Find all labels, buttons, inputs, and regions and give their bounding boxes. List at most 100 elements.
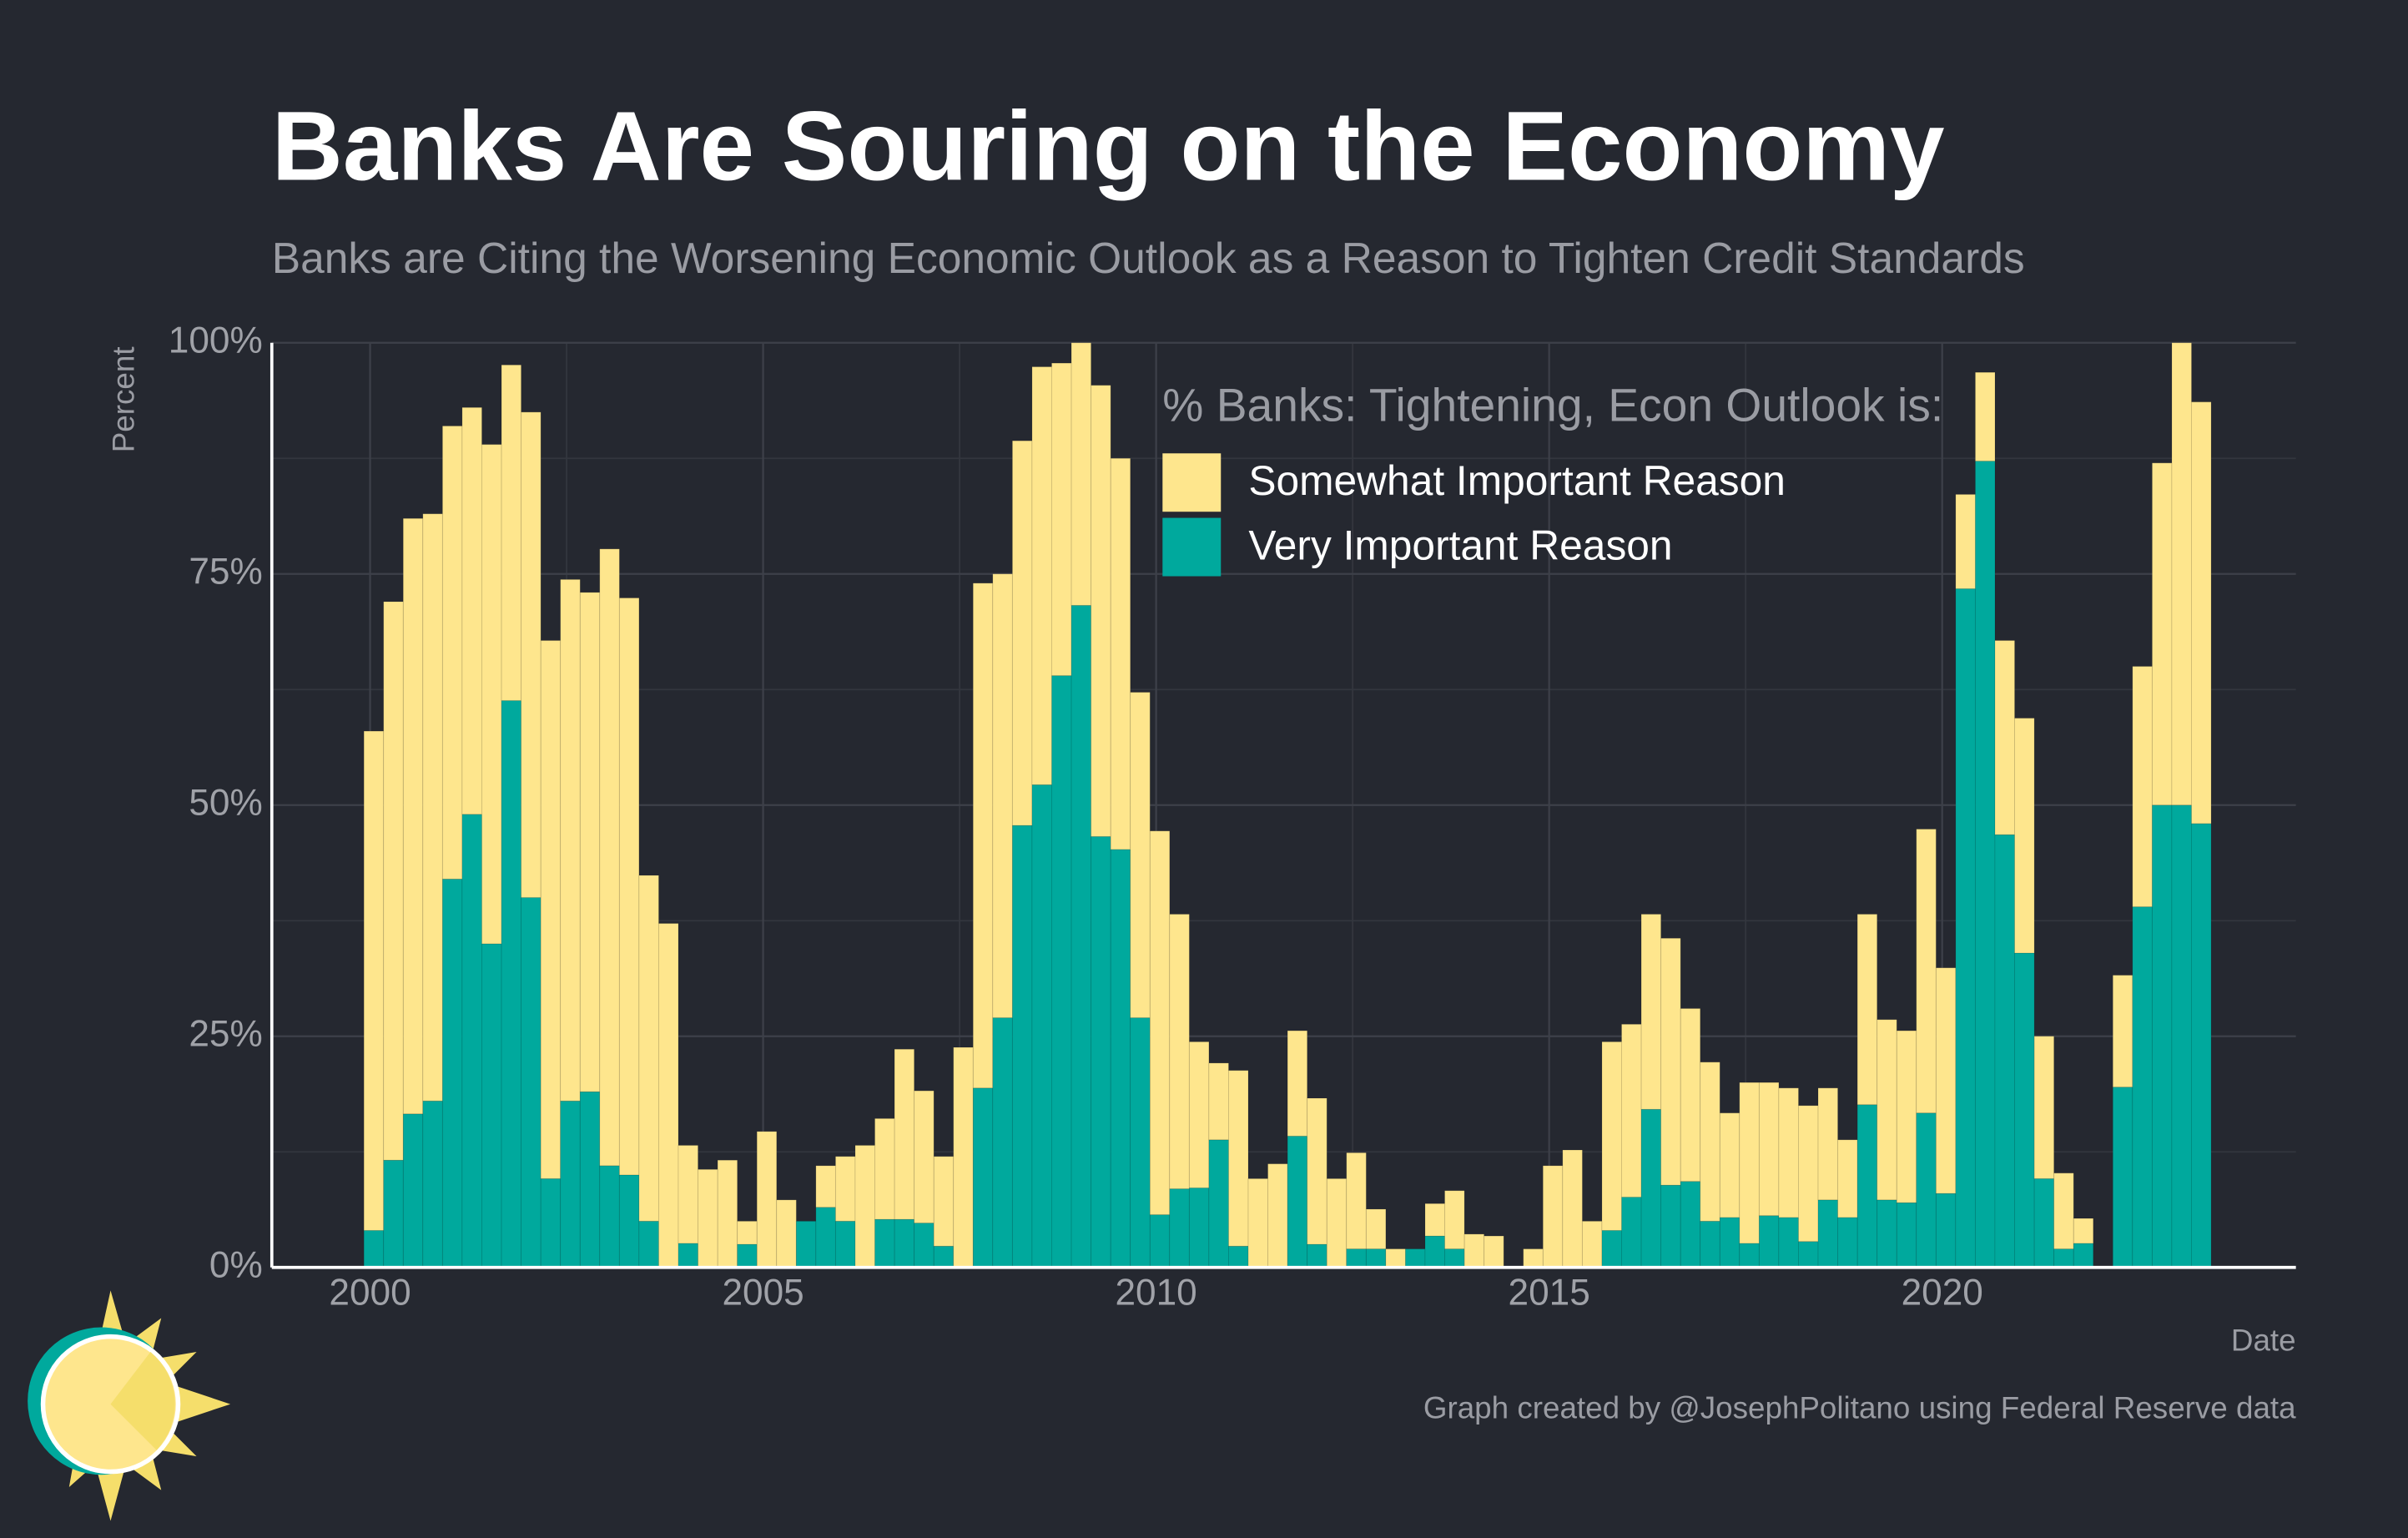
bar-segment xyxy=(1621,1023,1642,1198)
bar-segment xyxy=(874,1117,895,1220)
bar-segment xyxy=(1031,784,1052,1268)
bar-segment xyxy=(618,598,640,1176)
bar-segment xyxy=(638,875,659,1222)
bar-segment xyxy=(2112,1087,2133,1268)
bar-segment xyxy=(1700,1061,1720,1222)
bar-segment xyxy=(1798,1241,1819,1268)
bar-segment xyxy=(1307,1243,1327,1268)
bar-segment xyxy=(1208,1062,1229,1141)
bar-segment xyxy=(1955,493,1976,589)
bar-segment xyxy=(1130,692,1151,1019)
bar-segment xyxy=(1562,1149,1583,1268)
bar-segment xyxy=(638,1220,659,1268)
y-axis-label: Percent xyxy=(107,346,141,452)
bar-segment xyxy=(402,1113,424,1268)
bar-segment xyxy=(1739,1243,1760,1268)
bar-segment xyxy=(2014,718,2035,954)
bar-segment xyxy=(402,517,424,1115)
bar-segment xyxy=(1444,1248,1465,1268)
bar-segment xyxy=(1110,849,1131,1268)
bar-segment xyxy=(1031,366,1052,785)
bar-segment xyxy=(717,1159,738,1268)
bar-segment xyxy=(383,1159,404,1268)
bar-segment xyxy=(992,573,1013,1019)
bar-segment xyxy=(953,1046,974,1268)
bar-segment xyxy=(1463,1233,1485,1268)
bar-segment xyxy=(383,601,404,1161)
bar-segment xyxy=(1228,1245,1249,1268)
bar-segment xyxy=(1719,1112,1741,1218)
bar-segment xyxy=(1935,967,1957,1194)
bar-segment xyxy=(1011,824,1033,1268)
bar-segment xyxy=(1916,1112,1937,1268)
legend-label: Very Important Reason xyxy=(1248,522,1672,569)
bar-segment xyxy=(1778,1087,1799,1218)
bar-segment xyxy=(834,1156,856,1222)
credit: Graph created by @JosephPolitano using F… xyxy=(1423,1391,2296,1425)
bar-segment xyxy=(972,1087,994,1268)
bar-segment xyxy=(599,548,620,1167)
legend-swatch xyxy=(1162,517,1222,577)
bar-segment xyxy=(1208,1139,1229,1268)
bar-segment xyxy=(441,878,463,1268)
bar-segment xyxy=(1071,342,1092,606)
bar-segment xyxy=(1149,830,1171,1216)
bar-segment xyxy=(1326,1177,1348,1268)
bar-segment xyxy=(1247,1177,1269,1268)
bar-segment xyxy=(2112,975,2133,1088)
bar-segment xyxy=(1660,937,1681,1186)
bar-segment xyxy=(1071,604,1092,1268)
bar-segment xyxy=(914,1223,934,1268)
bar-segment xyxy=(972,582,994,1089)
bar-segment xyxy=(657,923,679,1268)
bar-segment xyxy=(1856,1104,1878,1268)
y-tick-label: 25% xyxy=(189,1013,262,1054)
bar-segment xyxy=(2033,1036,2055,1179)
bar-segment xyxy=(1994,640,2016,835)
bar-segment xyxy=(1228,1070,1249,1247)
bar-segment xyxy=(1817,1199,1839,1268)
bar-segment xyxy=(461,406,482,815)
bar-segment xyxy=(1621,1197,1642,1268)
bar-segment xyxy=(914,1090,934,1224)
bar-segment xyxy=(933,1245,955,1268)
bar-segment xyxy=(1346,1248,1367,1268)
bar-segment xyxy=(1680,1008,1701,1182)
bar-segment xyxy=(815,1207,836,1268)
bar-segment xyxy=(1444,1190,1465,1250)
chart-title: Banks Are Souring on the Economy xyxy=(272,90,1945,200)
bar-segment xyxy=(1994,834,2016,1268)
bar-segment xyxy=(1758,1215,1780,1268)
bar-segment xyxy=(894,1218,915,1268)
bar-segment xyxy=(2132,906,2153,1268)
bar-segment xyxy=(1188,1188,1210,1268)
bar-segment xyxy=(1896,1030,1917,1203)
bar-segment xyxy=(599,1165,620,1268)
bar-segment xyxy=(521,897,542,1268)
bar-segment xyxy=(1110,457,1131,850)
legend-swatch xyxy=(1162,453,1222,512)
bar-segment xyxy=(461,814,482,1268)
bar-segment xyxy=(1955,588,1976,1268)
x-tick-label: 2020 xyxy=(1902,1273,1983,1314)
bar-segment xyxy=(933,1156,955,1247)
bar-segment xyxy=(678,1243,699,1268)
bar-segment xyxy=(1856,914,1878,1106)
bar-segment xyxy=(1287,1030,1308,1137)
bar-segment xyxy=(874,1218,895,1268)
bar-segment xyxy=(1896,1202,1917,1268)
bar-segment xyxy=(1424,1203,1445,1237)
bar-segment xyxy=(1817,1087,1839,1201)
bar-segment xyxy=(1974,461,1996,1268)
bar-segment xyxy=(1601,1041,1622,1231)
bar-segment xyxy=(737,1220,758,1245)
bar-segment xyxy=(501,700,522,1268)
bar-segment xyxy=(1188,1041,1210,1188)
bar-segment xyxy=(737,1243,758,1268)
bar-segment xyxy=(422,1100,443,1268)
bar-segment xyxy=(2132,666,2153,908)
bar-segment xyxy=(1581,1220,1603,1268)
bar-segment xyxy=(1484,1235,1504,1268)
bar-segment xyxy=(560,578,581,1102)
